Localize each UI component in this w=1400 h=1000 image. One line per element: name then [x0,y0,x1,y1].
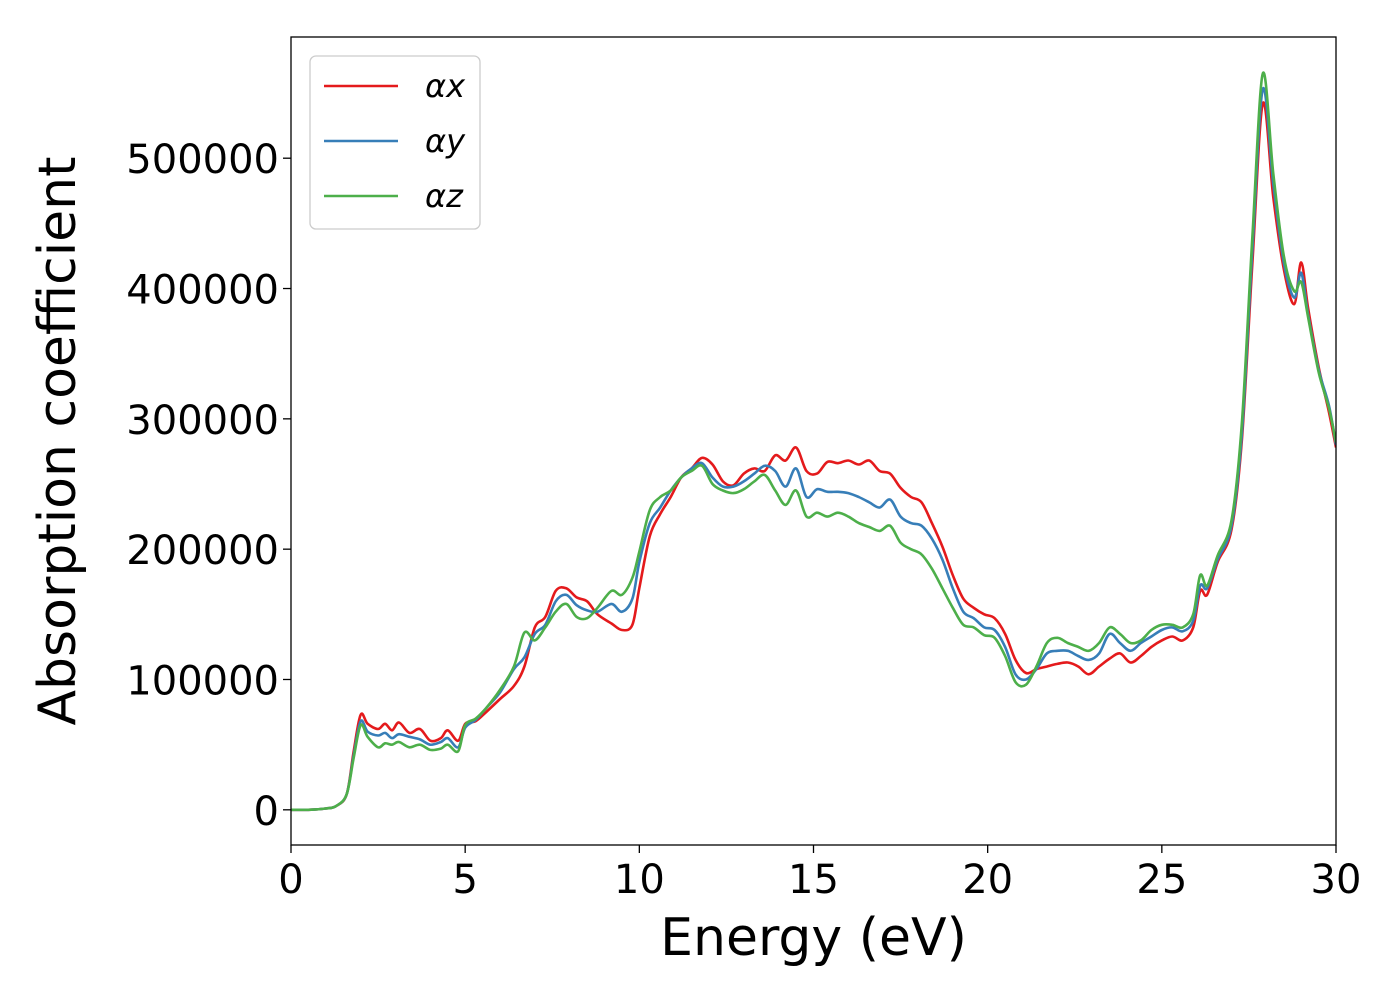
y-axis-title: Absorption coefficient [28,156,88,725]
legend: αx αy αz [309,55,481,230]
x-tick-label: 15 [788,857,839,903]
legend-label: αz [425,177,464,215]
x-axis-title: Energy (eV) [660,908,967,968]
x-tick-label: 0 [278,857,303,903]
legend-label: αx [425,67,466,105]
x-tick-label: 10 [614,857,665,903]
x-tick-label: 25 [1136,857,1187,903]
legend-box [309,55,481,230]
y-tick-label: 400000 [126,268,279,314]
x-tick-label: 30 [1311,857,1362,903]
x-axis-ticks: 0 5 10 15 20 25 30 [278,845,1361,903]
y-tick-label: 0 [254,789,279,835]
y-axis-ticks: 0 100000 200000 300000 400000 500000 [126,137,291,835]
x-tick-label: 20 [962,857,1013,903]
y-tick-label: 300000 [126,398,279,444]
y-tick-label: 500000 [126,137,279,183]
x-tick-label: 5 [452,857,477,903]
series-line-1 [291,101,1336,812]
y-tick-label: 200000 [126,528,279,574]
legend-label: αy [425,122,466,160]
series-line-3 [291,71,1336,812]
y-tick-label: 100000 [126,658,279,704]
series-layer [291,71,1336,812]
